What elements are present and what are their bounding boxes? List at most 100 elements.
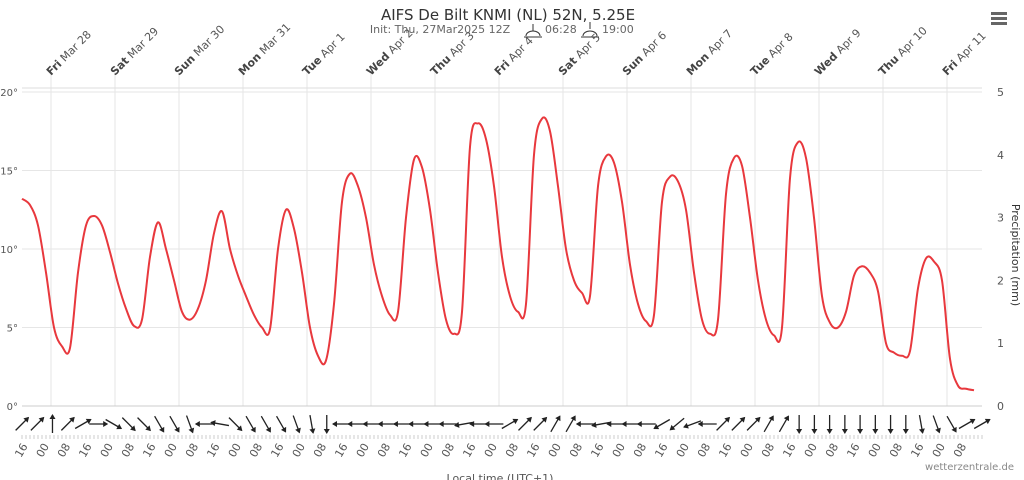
wind-head bbox=[621, 421, 627, 427]
wind-head bbox=[570, 415, 576, 422]
wind-arrow bbox=[932, 415, 941, 434]
hour-label: 00 bbox=[674, 441, 692, 460]
wind-head bbox=[210, 420, 216, 427]
hour-label: 00 bbox=[34, 441, 52, 460]
wind-arrow bbox=[533, 416, 548, 431]
hour-label: 08 bbox=[695, 441, 713, 460]
wind-head bbox=[724, 416, 731, 423]
wind-arrow bbox=[309, 415, 316, 434]
hour-label: 08 bbox=[567, 441, 585, 460]
day-date: Mar 30 bbox=[191, 23, 227, 59]
hour-label: 08 bbox=[503, 441, 521, 460]
y2-tick-label: 1 bbox=[997, 337, 1004, 350]
wind-arrow bbox=[958, 418, 976, 430]
day-date: Apr 11 bbox=[954, 29, 989, 64]
chart-subtitle: Init: Thu, 27Mar2025 12Z bbox=[370, 23, 511, 36]
wind-arrow bbox=[669, 417, 685, 431]
wind-head bbox=[984, 418, 991, 425]
wind-head bbox=[918, 428, 925, 434]
sunset-time: 19:00 bbox=[602, 23, 634, 36]
wind-arrow bbox=[74, 418, 92, 430]
wind-arrow bbox=[137, 417, 151, 432]
day-date: Apr 6 bbox=[639, 29, 669, 59]
credit: wetterzentrale.de bbox=[925, 462, 1014, 473]
wind-head bbox=[236, 425, 243, 432]
day-label: Tue Apr 8 bbox=[748, 30, 796, 78]
wind-head bbox=[194, 421, 200, 427]
day-name: Sun bbox=[172, 52, 198, 78]
y2-tick-label: 4 bbox=[997, 149, 1004, 162]
wind-arrow bbox=[731, 416, 746, 431]
wind-head bbox=[811, 429, 818, 434]
menu-button[interactable] bbox=[991, 12, 1007, 25]
wind-head bbox=[796, 429, 803, 434]
wind-head bbox=[606, 421, 612, 427]
day-label: Tue Apr 1 bbox=[300, 30, 348, 78]
wind-head bbox=[636, 421, 642, 427]
hour-label: 16 bbox=[524, 441, 542, 460]
hour-label: 08 bbox=[375, 441, 393, 460]
wind-head bbox=[295, 427, 301, 434]
wind-arrow bbox=[887, 415, 894, 434]
wind-head bbox=[265, 426, 271, 433]
wind-arrow bbox=[438, 421, 458, 427]
wind-arrow bbox=[15, 416, 30, 431]
wind-head bbox=[935, 427, 941, 434]
wind-arrow bbox=[857, 415, 864, 434]
day-date: Apr 8 bbox=[766, 30, 796, 60]
day-label: Sun Apr 6 bbox=[620, 29, 669, 78]
wind-head bbox=[49, 414, 56, 419]
wind-arrow bbox=[746, 416, 761, 431]
wind-arrow bbox=[210, 420, 230, 427]
hour-label: 00 bbox=[162, 441, 180, 460]
wind-arrow bbox=[245, 415, 256, 433]
day-name: Wed bbox=[812, 50, 840, 78]
y-tick-label: 10° bbox=[0, 245, 18, 256]
y2-axis-label: Precipitation (mm) bbox=[1009, 204, 1022, 306]
hour-label: 08 bbox=[247, 441, 265, 460]
wind-head bbox=[188, 427, 195, 434]
hour-label: 08 bbox=[311, 441, 329, 460]
wind-head bbox=[332, 421, 337, 427]
wind-head bbox=[145, 425, 151, 432]
wind-arrow bbox=[946, 415, 957, 433]
wind-arrow bbox=[550, 415, 561, 433]
wind-head bbox=[85, 418, 92, 425]
wind-arrow bbox=[275, 415, 287, 433]
hour-label: 08 bbox=[55, 441, 73, 460]
wind-arrow bbox=[454, 421, 473, 428]
hour-label: 08 bbox=[759, 441, 777, 460]
day-label: Sat Mar 29 bbox=[108, 25, 161, 78]
wind-arrow bbox=[169, 415, 180, 433]
hour-label: 16 bbox=[12, 441, 30, 460]
wind-arrow bbox=[591, 421, 611, 428]
day-label: Fri Mar 28 bbox=[44, 28, 94, 78]
day-name: Tue bbox=[300, 54, 324, 78]
hour-label: 16 bbox=[332, 441, 350, 460]
wind-head bbox=[347, 421, 353, 427]
hour-label: 00 bbox=[290, 441, 308, 460]
hour-label: 16 bbox=[140, 441, 158, 460]
day-name: Mon bbox=[684, 50, 712, 78]
day-date: Apr 4 bbox=[506, 34, 536, 64]
wind-head bbox=[408, 421, 414, 427]
hour-label: 00 bbox=[802, 441, 820, 460]
wind-head bbox=[377, 421, 383, 427]
y2-tick-label: 3 bbox=[997, 212, 1004, 225]
hour-label: 00 bbox=[866, 441, 884, 460]
day-label: Fri Apr 4 bbox=[492, 34, 536, 78]
day-name: Tue bbox=[748, 54, 772, 78]
hour-label: 08 bbox=[951, 441, 969, 460]
hour-label: 08 bbox=[183, 441, 201, 460]
wind-head bbox=[768, 415, 774, 422]
wind-arrow bbox=[484, 421, 504, 427]
y-tick-label: 20° bbox=[0, 88, 18, 99]
wind-head bbox=[423, 421, 429, 427]
wind-arrow bbox=[154, 415, 165, 433]
hour-label: 00 bbox=[546, 441, 564, 460]
hour-label: 16 bbox=[588, 441, 606, 460]
hour-label: 16 bbox=[396, 441, 414, 460]
wind-arrow bbox=[778, 415, 790, 433]
sunrise-time: 06:28 bbox=[545, 23, 577, 36]
day-date: Mar 31 bbox=[257, 21, 293, 57]
